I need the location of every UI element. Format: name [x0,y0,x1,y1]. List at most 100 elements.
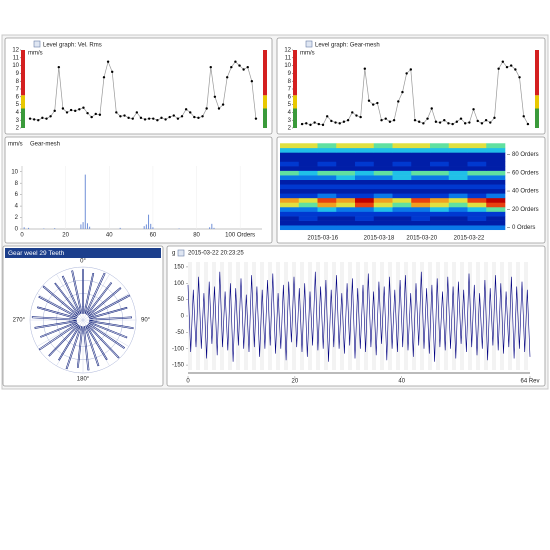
tooth-petal [89,316,132,321]
heat-cell [373,143,393,149]
angle-label: 0° [80,259,86,265]
heat-cell [392,202,412,208]
y-tick-label: 50 [177,297,184,303]
level-point [102,76,106,79]
heat-cell [355,161,375,167]
level-point [82,106,85,109]
heat-cell [280,170,300,176]
heat-cell [430,202,450,208]
heat-cell [392,152,412,158]
level-point [168,115,171,119]
x-tick-label: 20 [292,379,299,385]
heat-cell [448,143,468,149]
heat-cell [448,152,468,158]
heat-cell [392,184,412,190]
heat-cell [430,225,450,231]
heat-cell [336,197,356,203]
level-point [305,122,308,125]
heat-cell [355,170,375,176]
x-tick-label: 100 Orders [225,233,255,239]
heat-cell [336,170,356,176]
heat-cell [430,184,450,190]
heat-cell [280,220,300,226]
level-point [246,65,249,69]
heat-cell [392,175,412,180]
level-point [74,109,77,113]
heat-cell [467,166,487,171]
heat-cell [467,188,487,194]
tooth-petal [31,316,77,321]
heat-cell [486,161,506,167]
heat-cell [411,197,431,203]
heat-cell [392,206,412,212]
heat-cell [448,166,468,171]
x-tick-label: 2015-03-22 [454,236,485,242]
heat-cell [411,152,431,158]
tooth-petal [71,270,83,315]
level-point [184,108,188,111]
heat-cell [355,143,375,149]
unit-label: mm/s [300,51,315,57]
level-point [225,76,229,79]
spectrum-bar [54,228,56,229]
heat-cell [298,143,318,149]
heat-cell [411,166,431,171]
spectrum-bar [82,222,84,229]
icon[interactable] [305,40,313,48]
heat-cell [317,179,337,185]
heat-cell [448,220,468,226]
tooth-petal [87,322,126,349]
level-point [497,67,500,70]
level-point [45,117,48,120]
level-point [505,65,509,69]
heat-cell [430,156,450,162]
heat-cell [317,188,337,194]
heat-cell [373,161,393,167]
heat-cell [298,152,318,158]
heat-cell [448,188,468,194]
level-point [152,117,155,120]
heat-cell [280,184,300,190]
stripe [468,262,472,370]
heat-cell [298,211,318,217]
tooth-petal [89,320,134,330]
level-point [160,116,163,120]
heat-cell [411,184,431,190]
y-tick-label: -100 [172,346,185,352]
level-point [41,116,44,120]
heat-cell [486,170,506,176]
y-tick-label: 6 [16,94,20,100]
tooth-petal [85,324,108,361]
icon[interactable] [177,249,185,257]
heat-cell [373,225,393,231]
icon[interactable] [33,40,41,48]
level-point [156,119,159,122]
heat-cell [298,197,318,203]
level-point [489,121,492,124]
timestamp: 2015-03-22 20:23:25 [188,251,244,257]
heat-cell [486,152,506,158]
level-point [468,121,471,124]
heat-cell [317,170,337,176]
heat-cell [411,206,431,212]
heat-cell [355,184,375,190]
tooth-petal [58,324,81,361]
heat-cell [392,156,412,162]
heat-cell [430,211,450,217]
stripe [212,262,216,370]
spectrum-bar [178,228,180,229]
level-point [180,115,184,118]
heat-cell [355,216,375,221]
stripe [196,262,200,370]
heat-cell [448,211,468,217]
heat-cell [467,193,487,199]
y-tick-label: 100 [174,281,185,287]
level-point [61,107,65,110]
heat-cell [448,147,468,153]
y-tick-label: 80 Orders [512,152,539,158]
heat-cell [317,184,337,190]
level-point [522,115,525,118]
heat-cell [298,188,318,194]
y-tick-label: 11 [13,55,20,61]
tooth-petal [88,321,128,339]
